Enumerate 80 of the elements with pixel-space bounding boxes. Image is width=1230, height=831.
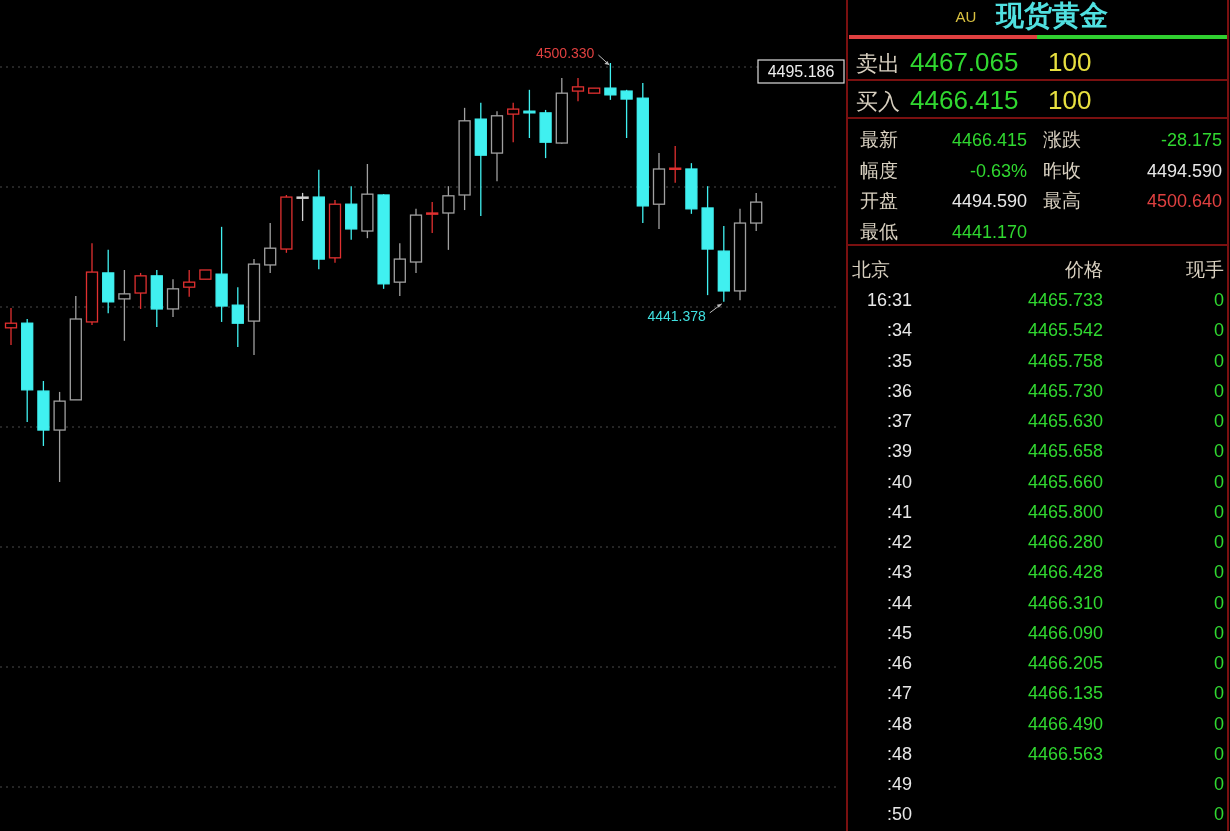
category-label: :45 (886, 622, 912, 643)
text: 最高 (1043, 190, 1081, 211)
text: 卖出 (856, 51, 900, 76)
data-label: 0 (1213, 713, 1224, 734)
data-label: 0 (1213, 320, 1224, 341)
data-label: 0 (1213, 411, 1224, 431)
annotation: 4441.378 (647, 307, 706, 324)
text: 现货黄金 (995, 0, 1108, 31)
category-label: :47 (886, 683, 912, 704)
text: 北京 (852, 259, 890, 280)
text: -28.175 (1160, 130, 1222, 150)
category-label: :39 (886, 441, 912, 462)
category-label: :48 (886, 743, 912, 764)
data-label: 0 (1213, 562, 1224, 583)
text: 现手 (1186, 259, 1224, 280)
data-label: 0 (1213, 683, 1224, 704)
data-label: 0 (1213, 471, 1224, 492)
category-label: :46 (886, 653, 912, 673)
data-label: 4465.542 (1027, 320, 1103, 341)
data-label: 0 (1213, 441, 1224, 462)
text: 4441.170 (951, 222, 1027, 242)
data-label: 0 (1213, 622, 1224, 643)
category-label: :43 (886, 562, 912, 583)
text: 4495.186 (767, 63, 835, 80)
data-label: 4466.090 (1027, 622, 1103, 643)
data-label: 0 (1213, 804, 1224, 825)
data-label: 0 (1213, 350, 1224, 371)
data-label: 4466.428 (1027, 562, 1103, 583)
data-label: 4465.730 (1027, 380, 1103, 401)
data-label: 4465.733 (1027, 290, 1103, 310)
text: 4466.415 (910, 85, 1019, 115)
data-label: 4465.658 (1027, 441, 1103, 462)
data-label: 4466.490 (1027, 713, 1103, 734)
data-label: 4466.280 (1027, 532, 1103, 552)
data-label: 0 (1213, 653, 1224, 673)
text: 4500.330 (535, 45, 595, 61)
text: AU (955, 8, 977, 25)
text: 价格 (1064, 259, 1103, 280)
data-label: 0 (1213, 380, 1224, 401)
data-label: 0 (1213, 743, 1224, 764)
category-label: :40 (886, 471, 912, 492)
text: 最新 (860, 129, 898, 150)
category-label: :42 (886, 532, 912, 552)
category-label: :41 (886, 501, 912, 522)
text: 幅度 (860, 160, 898, 181)
data-label: 0 (1213, 532, 1224, 552)
data-label: 4465.630 (1027, 411, 1103, 431)
category-label: :44 (886, 592, 912, 613)
category-label: 16:31 (866, 290, 912, 310)
text: 100 (1048, 47, 1092, 77)
text: 4466.415 (951, 130, 1027, 150)
data-label: 0 (1213, 290, 1224, 310)
category-label: :37 (886, 411, 912, 431)
category-label: :36 (886, 380, 912, 401)
data-label: 0 (1213, 774, 1224, 794)
text: -0.63% (969, 161, 1027, 181)
category-label: :34 (886, 320, 912, 341)
category-label: :35 (886, 350, 912, 371)
text: 开盘 (860, 190, 898, 211)
text: 4494.590 (1146, 161, 1222, 181)
text: 4467.065 (910, 47, 1019, 77)
data-label: 0 (1213, 592, 1224, 613)
text: 买入 (856, 89, 900, 114)
data-label: 4465.660 (1027, 471, 1103, 492)
data-label: 4466.205 (1027, 653, 1103, 673)
category-label: :49 (886, 774, 912, 794)
text: 涨跌 (1043, 129, 1081, 150)
data-label: 4466.135 (1027, 683, 1103, 704)
text: 100 (1048, 85, 1092, 115)
category-label: :50 (886, 804, 912, 825)
data-label: 4466.310 (1027, 592, 1103, 613)
text: 4494.590 (951, 191, 1027, 211)
data-label: 4465.758 (1027, 350, 1103, 371)
data-label: 4465.800 (1027, 501, 1103, 522)
text: 4500.640 (1146, 191, 1222, 211)
text: 最低 (860, 221, 898, 242)
category-label: :48 (886, 713, 912, 734)
data-label: 4466.563 (1027, 743, 1103, 764)
data-label: 0 (1213, 501, 1224, 522)
text: 昨收 (1043, 160, 1081, 181)
